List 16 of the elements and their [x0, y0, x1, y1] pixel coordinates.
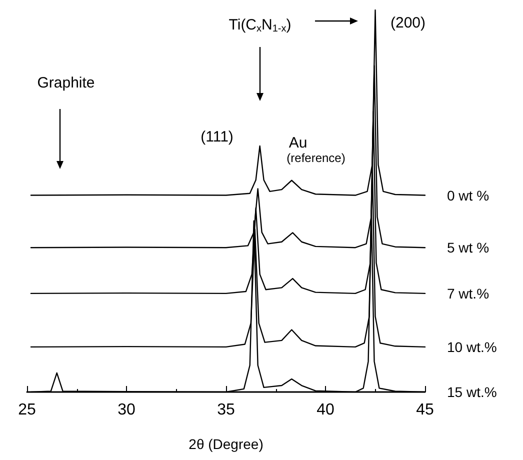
series-label: 10 wt.% [447, 338, 497, 355]
annotation: Graphite [37, 74, 95, 92]
series-label: 15 wt.% [447, 384, 497, 400]
annotation: (200) [390, 14, 426, 32]
x-tick-label: 35 [217, 402, 235, 418]
annotation: (111) [200, 128, 234, 146]
x-tick-label: 30 [118, 402, 136, 418]
x-tick-label: 25 [18, 402, 36, 418]
annotation: Au [288, 134, 308, 152]
x-axis-title: 2θ (Degree) [188, 436, 264, 452]
series-label: 0 wt % [447, 187, 490, 204]
series-label: 5 wt % [447, 240, 490, 256]
x-tick-label: 40 [316, 402, 334, 418]
annotation: (reference) [286, 151, 346, 165]
series-label: 7 wt.% [447, 285, 490, 302]
x-tick-label: 45 [416, 402, 434, 418]
